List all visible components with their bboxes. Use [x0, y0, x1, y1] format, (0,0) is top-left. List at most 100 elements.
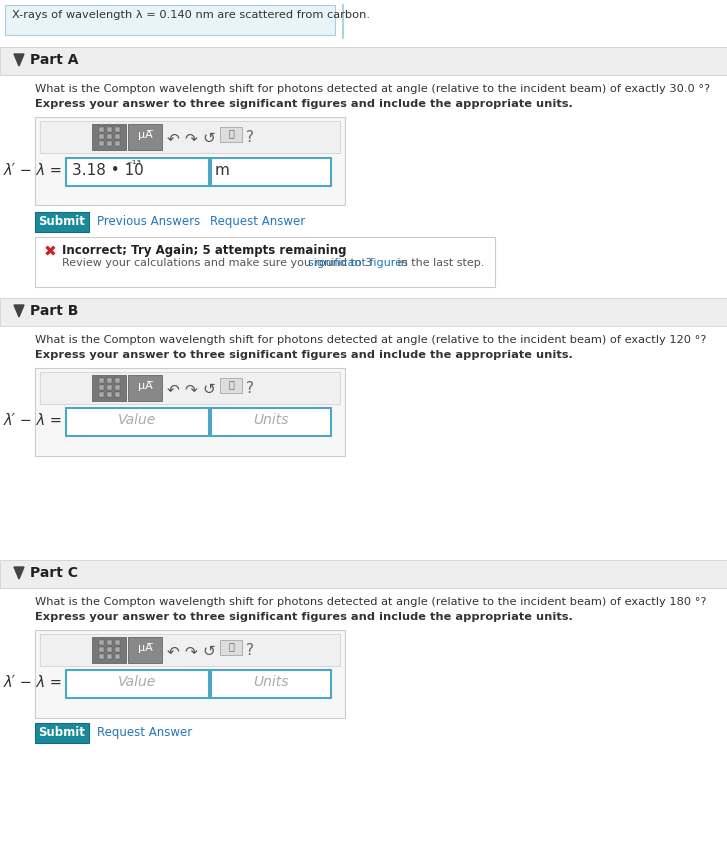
Text: X-rays of wavelength λ = 0.140 nm are scattered from carbon.: X-rays of wavelength λ = 0.140 nm are sc… [12, 10, 370, 20]
Text: Part B: Part B [30, 304, 79, 318]
Bar [107, 127, 112, 132]
Text: ?: ? [246, 381, 254, 396]
Bar [99, 640, 104, 645]
Text: ?: ? [246, 130, 254, 145]
Text: ✖: ✖ [44, 244, 57, 259]
Bar [40, 121, 340, 153]
Text: What is the Compton wavelength shift for photons detected at angle (relative to : What is the Compton wavelength shift for… [35, 597, 707, 607]
Text: Review your calculations and make sure you round to 3: Review your calculations and make sure y… [62, 258, 376, 268]
Bar [0, 47, 727, 75]
Bar [220, 378, 242, 393]
Bar [0, 298, 727, 326]
Bar [107, 378, 112, 383]
Text: What is the Compton wavelength shift for photons detected at angle (relative to : What is the Compton wavelength shift for… [35, 335, 707, 345]
Text: 3.18 • 10: 3.18 • 10 [72, 163, 144, 178]
Text: Previous Answers: Previous Answers [97, 215, 200, 228]
Text: Request Answer: Request Answer [210, 215, 305, 228]
Polygon shape [14, 54, 24, 66]
Text: Express your answer to three significant figures and include the appropriate uni: Express your answer to three significant… [35, 350, 573, 360]
Bar [40, 372, 340, 404]
Bar [115, 654, 120, 659]
Bar [107, 141, 112, 146]
Bar [128, 375, 162, 401]
Text: Part C: Part C [30, 566, 78, 580]
Text: ↶: ↶ [166, 644, 180, 659]
Text: ⎕: ⎕ [228, 379, 234, 389]
Text: What is the Compton wavelength shift for photons detected at angle (relative to : What is the Compton wavelength shift for… [35, 84, 710, 94]
Bar [99, 647, 104, 652]
Text: ⎕: ⎕ [228, 641, 234, 651]
Bar [99, 134, 104, 139]
Bar [40, 634, 340, 666]
Bar [107, 647, 112, 652]
Bar [35, 723, 89, 743]
Text: ↶: ↶ [166, 382, 180, 397]
Bar [99, 378, 104, 383]
Bar [35, 630, 345, 718]
Bar [115, 385, 120, 390]
Text: ↷: ↷ [185, 382, 197, 397]
Text: significant figures: significant figures [308, 258, 407, 268]
Bar [115, 392, 120, 397]
Bar [66, 158, 209, 186]
Text: Express your answer to three significant figures and include the appropriate uni: Express your answer to three significant… [35, 612, 573, 622]
Bar [92, 637, 126, 663]
Text: ⎕: ⎕ [228, 128, 234, 138]
Text: Part A: Part A [30, 53, 79, 67]
Bar [99, 392, 104, 397]
Bar [92, 375, 126, 401]
Text: ↺: ↺ [203, 131, 215, 146]
Text: λ′ − λ =: λ′ − λ = [4, 675, 63, 690]
Text: μA̅: μA̅ [137, 130, 153, 140]
Text: ⁻¹³: ⁻¹³ [126, 160, 141, 170]
Bar [35, 368, 345, 456]
Text: Units: Units [253, 675, 289, 689]
Bar [99, 127, 104, 132]
Bar [107, 385, 112, 390]
Bar [128, 124, 162, 150]
Text: ↶: ↶ [166, 131, 180, 146]
Text: λ′ − λ =: λ′ − λ = [4, 163, 63, 178]
Text: Value: Value [118, 675, 156, 689]
Bar [211, 670, 331, 698]
Bar [220, 640, 242, 655]
Bar [35, 117, 345, 205]
Text: ↷: ↷ [185, 644, 197, 659]
Bar [115, 141, 120, 146]
Bar [5, 5, 335, 35]
Bar [66, 408, 209, 436]
Text: μA̅: μA̅ [137, 643, 153, 653]
Text: Value: Value [118, 413, 156, 427]
Bar [115, 378, 120, 383]
Bar [35, 212, 89, 232]
Bar [99, 141, 104, 146]
Text: in the last step.: in the last step. [394, 258, 484, 268]
Bar [115, 647, 120, 652]
Bar [66, 670, 209, 698]
Text: μA̅: μA̅ [137, 381, 153, 391]
Bar [107, 392, 112, 397]
Bar [107, 640, 112, 645]
Text: ↺: ↺ [203, 644, 215, 659]
Bar [211, 408, 331, 436]
Text: λ′ − λ =: λ′ − λ = [4, 413, 63, 428]
Bar [107, 654, 112, 659]
Text: ?: ? [246, 643, 254, 658]
Bar [220, 127, 242, 142]
Text: Express your answer to three significant figures and include the appropriate uni: Express your answer to three significant… [35, 99, 573, 109]
Text: ↷: ↷ [185, 131, 197, 146]
Text: Request Answer: Request Answer [97, 726, 192, 739]
Text: Units: Units [253, 413, 289, 427]
Bar [92, 124, 126, 150]
Bar [211, 158, 331, 186]
Bar [115, 127, 120, 132]
Text: Submit: Submit [39, 215, 86, 228]
Bar [107, 134, 112, 139]
Bar [115, 640, 120, 645]
Bar [0, 560, 727, 588]
Text: ↺: ↺ [203, 382, 215, 397]
Bar [99, 385, 104, 390]
Bar [128, 637, 162, 663]
Bar [35, 237, 495, 287]
Bar [115, 134, 120, 139]
